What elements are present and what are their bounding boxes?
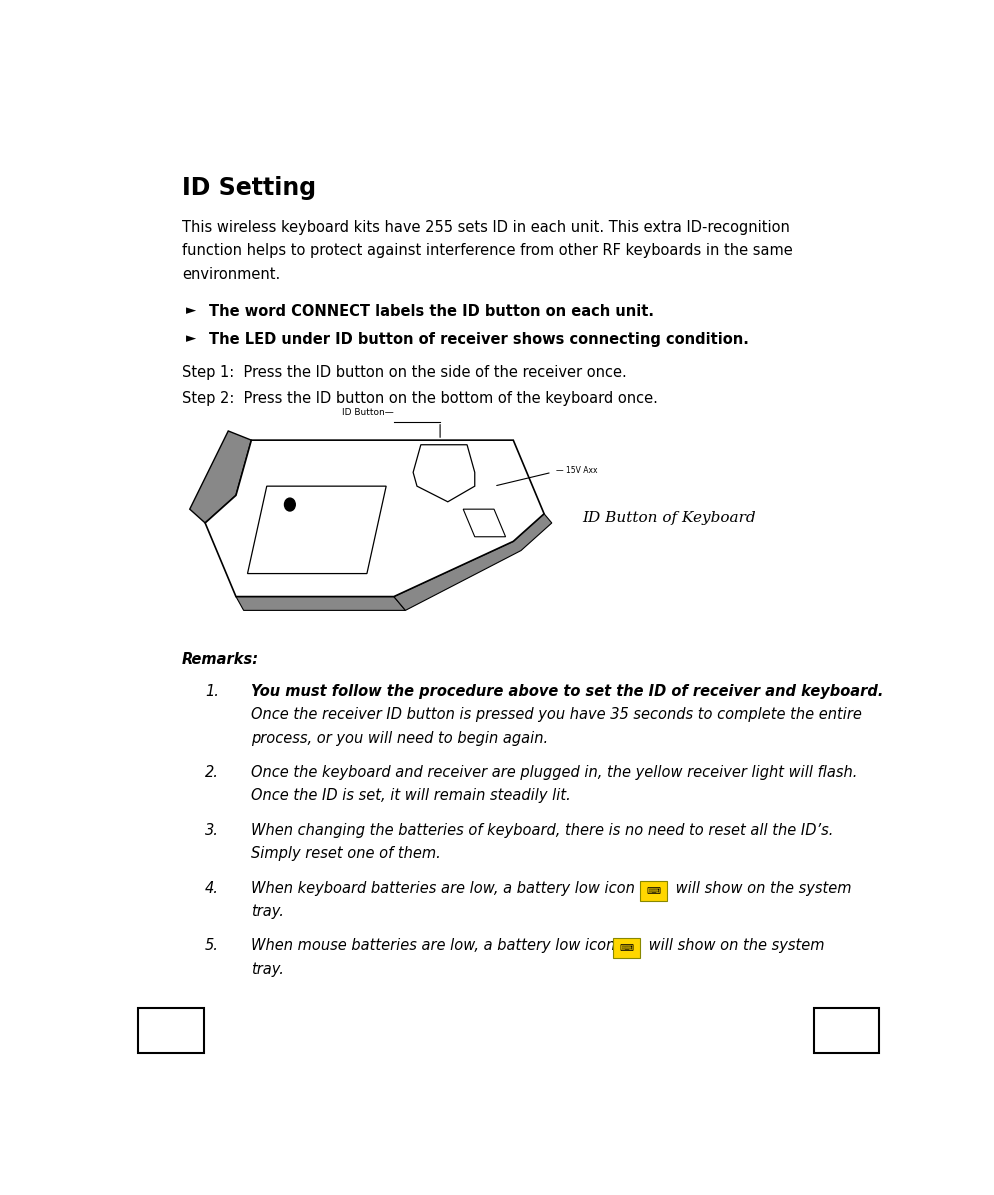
Bar xyxy=(640,881,667,901)
Text: 2.: 2. xyxy=(205,765,219,780)
Text: function helps to protect against interference from other RF keyboards in the sa: function helps to protect against interf… xyxy=(182,244,793,258)
Text: You must follow the procedure above to set the ID of receiver and keyboard.: You must follow the procedure above to s… xyxy=(251,685,884,699)
Text: ⌨: ⌨ xyxy=(646,885,661,896)
Text: ►: ► xyxy=(186,304,196,317)
Text: When mouse batteries are low, a battery low icon: When mouse batteries are low, a battery … xyxy=(251,938,615,954)
Text: tray.: tray. xyxy=(251,962,284,976)
Circle shape xyxy=(284,498,295,511)
Text: Remarks:: Remarks: xyxy=(182,651,259,667)
Text: 1.: 1. xyxy=(205,685,219,699)
Text: tray.: tray. xyxy=(251,903,284,919)
Polygon shape xyxy=(394,514,552,611)
Text: This wireless keyboard kits have 255 sets ID in each unit. This extra ID-recogni: This wireless keyboard kits have 255 set… xyxy=(182,220,790,235)
Text: process, or you will need to begin again.: process, or you will need to begin again… xyxy=(251,730,549,746)
Text: When changing the batteries of keyboard, there is no need to reset all the ID’s.: When changing the batteries of keyboard,… xyxy=(251,823,834,838)
Bar xyxy=(613,938,639,958)
Text: ID Button of Keyboard: ID Button of Keyboard xyxy=(582,511,756,526)
Polygon shape xyxy=(414,445,475,502)
Text: ⌨: ⌨ xyxy=(619,943,633,954)
Text: The word CONNECT labels the ID button on each unit.: The word CONNECT labels the ID button on… xyxy=(209,304,654,319)
Text: Step 1:  Press the ID button on the side of the receiver once.: Step 1: Press the ID button on the side … xyxy=(182,364,627,380)
Polygon shape xyxy=(236,596,406,611)
Text: 4.: 4. xyxy=(205,881,219,895)
Bar xyxy=(814,1009,880,1053)
Text: Once the receiver ID button is pressed you have 35 seconds to complete the entir: Once the receiver ID button is pressed y… xyxy=(251,707,862,723)
Text: ID Button—: ID Button— xyxy=(342,409,394,417)
Bar xyxy=(138,1009,204,1053)
Text: 5.: 5. xyxy=(205,938,219,954)
Polygon shape xyxy=(205,440,544,596)
Polygon shape xyxy=(190,431,251,523)
Text: When keyboard batteries are low, a battery low icon: When keyboard batteries are low, a batte… xyxy=(251,881,635,895)
Text: Simply reset one of them.: Simply reset one of them. xyxy=(251,846,441,862)
Text: Once the keyboard and receiver are plugged in, the yellow receiver light will fl: Once the keyboard and receiver are plugg… xyxy=(251,765,858,780)
Text: 3.: 3. xyxy=(205,823,219,838)
Text: will show on the system: will show on the system xyxy=(671,881,852,895)
Text: ID Setting: ID Setting xyxy=(182,176,316,200)
Text: Step 2:  Press the ID button on the bottom of the keyboard once.: Step 2: Press the ID button on the botto… xyxy=(182,391,658,406)
Text: ►: ► xyxy=(186,332,196,345)
Text: — 15V Axx: — 15V Axx xyxy=(556,466,597,476)
Text: Once the ID is set, it will remain steadily lit.: Once the ID is set, it will remain stead… xyxy=(251,789,572,803)
Text: will show on the system: will show on the system xyxy=(644,938,825,954)
Text: environment.: environment. xyxy=(182,266,280,282)
Text: The LED under ID button of receiver shows connecting condition.: The LED under ID button of receiver show… xyxy=(209,332,748,347)
